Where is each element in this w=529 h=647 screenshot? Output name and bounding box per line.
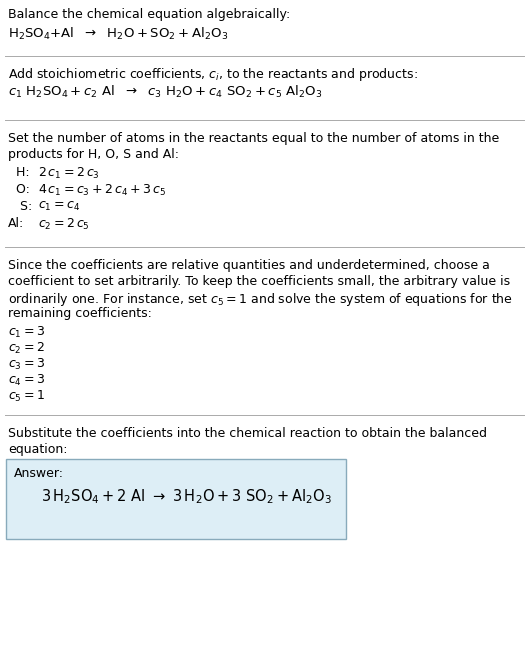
Text: Since the coefficients are relative quantities and underdetermined, choose a: Since the coefficients are relative quan… — [8, 259, 490, 272]
Text: Add stoichiometric coefficients, $c_i$, to the reactants and products:: Add stoichiometric coefficients, $c_i$, … — [8, 66, 418, 83]
Text: $2\,c_1 = 2\,c_3$: $2\,c_1 = 2\,c_3$ — [38, 166, 100, 181]
Text: coefficient to set arbitrarily. To keep the coefficients small, the arbitrary va: coefficient to set arbitrarily. To keep … — [8, 275, 510, 288]
Text: H:: H: — [12, 166, 30, 179]
Text: $\mathsf{H_2SO_4}$$\mathsf{ + Al\ \ \rightarrow\ \ }$$\mathsf{H_2O + SO_2 + Al_2: $\mathsf{H_2SO_4}$$\mathsf{ + Al\ \ \rig… — [8, 26, 228, 42]
Text: $c_1 = c_4$: $c_1 = c_4$ — [38, 200, 80, 213]
Text: $c_1 = 3$: $c_1 = 3$ — [8, 325, 45, 340]
Text: Al:: Al: — [8, 217, 24, 230]
Text: equation:: equation: — [8, 443, 68, 456]
Text: Answer:: Answer: — [14, 467, 64, 480]
Text: $c_3 = 3$: $c_3 = 3$ — [8, 357, 45, 372]
Text: $c_4 = 3$: $c_4 = 3$ — [8, 373, 45, 388]
Text: $c_2 = 2$: $c_2 = 2$ — [8, 341, 45, 356]
Text: remaining coefficients:: remaining coefficients: — [8, 307, 152, 320]
Text: Substitute the coefficients into the chemical reaction to obtain the balanced: Substitute the coefficients into the che… — [8, 427, 487, 440]
Text: $c_1\ \mathsf{H_2SO_4} + c_2\ \mathsf{Al}\ \ \rightarrow\ \ c_3\ \mathsf{H_2O} +: $c_1\ \mathsf{H_2SO_4} + c_2\ \mathsf{Al… — [8, 84, 323, 100]
Text: Balance the chemical equation algebraically:: Balance the chemical equation algebraica… — [8, 8, 290, 21]
Text: O:: O: — [12, 183, 30, 196]
Text: $c_5 = 1$: $c_5 = 1$ — [8, 389, 45, 404]
Text: products for H, O, S and Al:: products for H, O, S and Al: — [8, 148, 179, 161]
Text: S:: S: — [12, 200, 32, 213]
Text: ordinarily one. For instance, set $c_5 = 1$ and solve the system of equations fo: ordinarily one. For instance, set $c_5 =… — [8, 291, 513, 308]
Text: $3\,\mathsf{H_2SO_4} + 2\ \mathsf{Al}\ \rightarrow\ 3\,\mathsf{H_2O} + 3\ \maths: $3\,\mathsf{H_2SO_4} + 2\ \mathsf{Al}\ \… — [41, 487, 332, 506]
Text: $c_2 = 2\,c_5$: $c_2 = 2\,c_5$ — [38, 217, 90, 232]
Text: Set the number of atoms in the reactants equal to the number of atoms in the: Set the number of atoms in the reactants… — [8, 132, 499, 145]
Text: $4\,c_1 = c_3 + 2\,c_4 + 3\,c_5$: $4\,c_1 = c_3 + 2\,c_4 + 3\,c_5$ — [38, 183, 166, 198]
Bar — [6, 459, 346, 539]
